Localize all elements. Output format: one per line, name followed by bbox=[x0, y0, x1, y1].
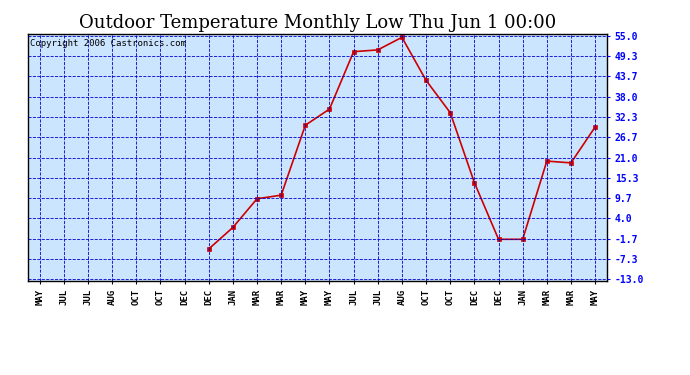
Title: Outdoor Temperature Monthly Low Thu Jun 1 00:00: Outdoor Temperature Monthly Low Thu Jun … bbox=[79, 14, 556, 32]
Text: Copyright 2006 Castronics.com: Copyright 2006 Castronics.com bbox=[30, 39, 186, 48]
